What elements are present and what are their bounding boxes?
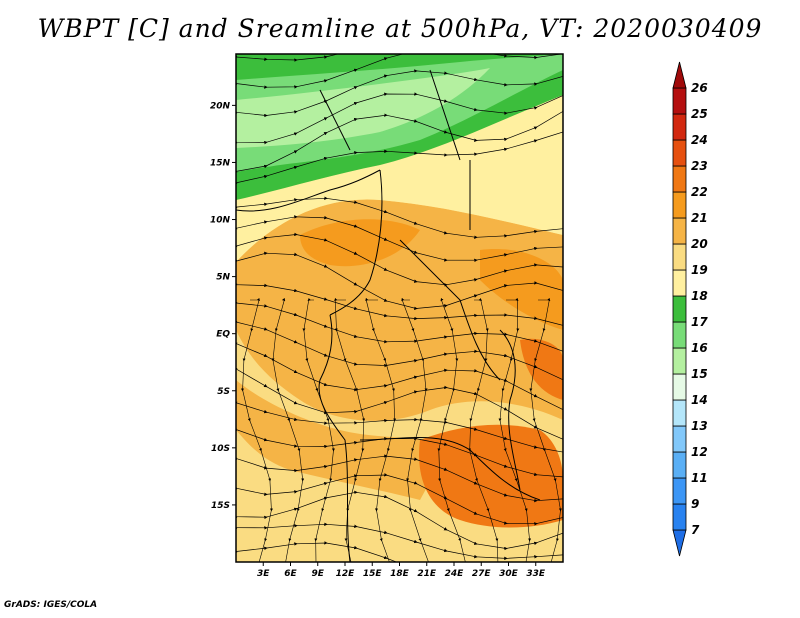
streamline bbox=[236, 131, 563, 184]
colorbar-label: 25 bbox=[691, 107, 708, 121]
colorbar-arrow-bottom bbox=[672, 529, 687, 557]
streamline bbox=[529, 297, 562, 562]
streamline bbox=[468, 297, 499, 562]
streamline bbox=[236, 541, 538, 562]
lon-tick-label: 33E bbox=[526, 569, 546, 579]
colorbar-bin bbox=[672, 373, 687, 401]
lon-tick-label: 9E bbox=[312, 569, 325, 579]
streamline bbox=[401, 297, 429, 562]
border-central bbox=[329, 169, 383, 316]
lat-axis: 20N 15N 10N 5N EQ 5S 10S 15S bbox=[210, 101, 236, 511]
colorbar-bin bbox=[672, 451, 687, 479]
colorbar-bin bbox=[672, 139, 687, 167]
borders bbox=[236, 69, 541, 562]
colorbar-label: 15 bbox=[691, 367, 708, 381]
colorbar-bin bbox=[672, 477, 687, 505]
colorbar-label: 9 bbox=[691, 497, 699, 511]
streamline bbox=[498, 297, 532, 562]
map-field bbox=[236, 54, 563, 562]
colorbar-label: 26 bbox=[691, 81, 708, 95]
colorbar-label: 11 bbox=[691, 471, 708, 485]
lon-tick-label: 15E bbox=[363, 569, 383, 579]
colorbar-label: 17 bbox=[691, 315, 708, 329]
streamline bbox=[365, 297, 397, 562]
colorbar-bin bbox=[672, 243, 687, 271]
lon-tick-label: 18E bbox=[390, 569, 410, 579]
lat-tick-label: EQ bbox=[216, 330, 230, 340]
border-south bbox=[359, 437, 541, 501]
lon-tick-label: 3E bbox=[257, 569, 270, 579]
border-sahel bbox=[236, 169, 381, 212]
colorbar-bin bbox=[672, 87, 687, 115]
streamline bbox=[302, 297, 335, 562]
colorbar-bin bbox=[672, 269, 687, 297]
colorbar-label: 19 bbox=[691, 263, 708, 277]
colorbar-bin bbox=[672, 425, 687, 453]
lon-tick-label: 24E bbox=[445, 569, 465, 579]
streamline bbox=[334, 297, 366, 562]
lon-tick-label: 30E bbox=[499, 569, 519, 579]
lon-tick-label: 12E bbox=[336, 569, 356, 579]
lon-tick-label: 6E bbox=[284, 569, 297, 579]
colorbar-bin bbox=[672, 503, 687, 531]
streamlines bbox=[236, 54, 563, 562]
map-title: WBPT [C] and Sreamline at 500hPa, VT: 20… bbox=[37, 14, 763, 43]
lat-tick-label: 5S bbox=[217, 387, 230, 397]
colorbar-bin bbox=[672, 347, 687, 375]
lat-tick-label: 5N bbox=[216, 273, 230, 283]
colorbar-bin bbox=[672, 295, 687, 323]
colorbar-arrow-top bbox=[672, 61, 687, 89]
colorbar-bin bbox=[672, 165, 687, 193]
lat-tick-label: 15N bbox=[210, 158, 231, 168]
lon-axis: 3E 6E 9E 12E 15E 18E 21E 24E 27E 30E 33E bbox=[257, 562, 546, 579]
colorbar-bin bbox=[672, 217, 687, 245]
lat-tick-label: 10N bbox=[210, 216, 231, 226]
colorbar-label: 21 bbox=[691, 211, 708, 225]
lat-tick-label: 20N bbox=[210, 101, 231, 111]
colorbar: 7 9 11 12 13 14 15 16 17 18 19 20 21 22 23 24 25 26 bbox=[672, 61, 708, 557]
streamline bbox=[437, 297, 466, 562]
colorbar-label: 13 bbox=[691, 419, 708, 433]
lon-tick-label: 21E bbox=[417, 569, 437, 579]
border-north bbox=[319, 69, 471, 230]
colorbar-bin bbox=[672, 191, 687, 219]
colorbar-bin bbox=[672, 113, 687, 141]
streamline bbox=[240, 297, 274, 562]
colorbar-bin bbox=[672, 399, 687, 427]
grads-credit: GrADS: IGES/COLA bbox=[4, 600, 98, 610]
border-lakes bbox=[499, 329, 521, 491]
streamline bbox=[271, 297, 305, 562]
colorbar-label: 22 bbox=[691, 185, 708, 199]
colorbar-bin bbox=[672, 321, 687, 349]
colorbar-label: 20 bbox=[691, 237, 708, 251]
border-east bbox=[399, 239, 501, 381]
lon-tick-label: 27E bbox=[472, 569, 492, 579]
colorbar-label: 14 bbox=[691, 393, 708, 407]
lat-tick-label: 10S bbox=[211, 444, 230, 454]
colorbar-label: 12 bbox=[691, 445, 708, 459]
border-coast bbox=[318, 314, 351, 562]
colorbar-label: 7 bbox=[691, 523, 700, 537]
colorbar-label: 18 bbox=[691, 289, 708, 303]
colorbar-label: 16 bbox=[691, 341, 708, 355]
colorbar-label: 23 bbox=[691, 159, 708, 173]
lat-tick-label: 15S bbox=[211, 501, 230, 511]
colorbar-label: 24 bbox=[691, 133, 708, 147]
